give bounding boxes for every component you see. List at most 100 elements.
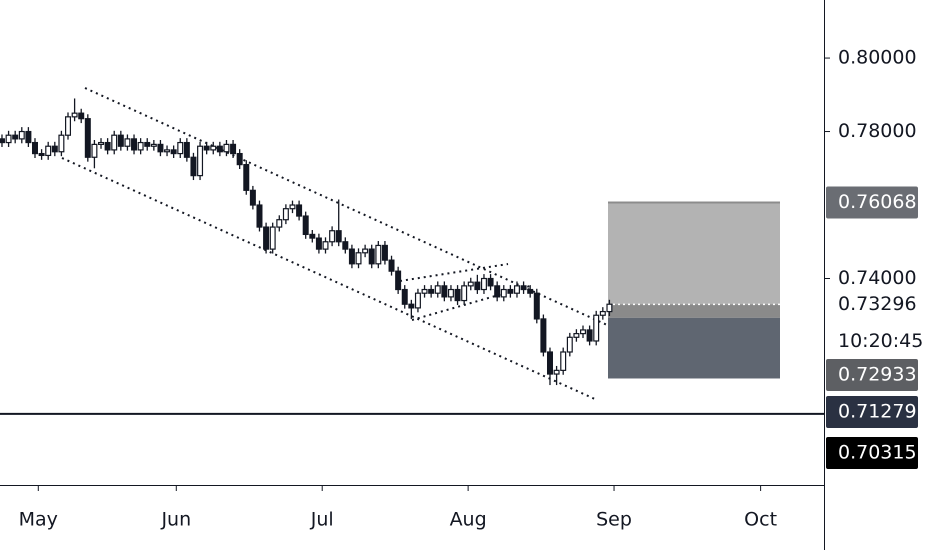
candle-body — [414, 292, 421, 309]
candle-body — [342, 241, 349, 250]
candle-body — [5, 134, 12, 144]
channel-upper — [84, 87, 628, 335]
candle-body — [533, 292, 540, 320]
entry-tag-bg — [826, 359, 918, 391]
candle-body — [197, 145, 204, 177]
candle-body — [368, 248, 375, 265]
candle-body — [513, 285, 520, 294]
candle-body — [586, 329, 593, 342]
level-tag-bg — [826, 437, 918, 469]
candle-body — [362, 248, 369, 254]
candle-body — [243, 164, 250, 191]
candle-body — [573, 333, 580, 338]
candle-body — [45, 145, 52, 157]
candle-body — [137, 141, 144, 151]
channel-lower — [61, 157, 598, 401]
candle-body — [0, 138, 5, 144]
stop-zone — [608, 317, 780, 379]
candle-body — [546, 351, 553, 375]
candle-body — [78, 112, 85, 120]
candle-body — [104, 141, 111, 151]
candle-body — [84, 118, 91, 158]
candle-body — [18, 130, 25, 140]
candle-body — [190, 156, 197, 177]
candle-body — [606, 303, 613, 313]
candle-body — [263, 226, 270, 250]
candle-body — [593, 314, 600, 342]
y-tick-label: 0.74000 — [838, 267, 917, 289]
candle-body — [560, 351, 567, 371]
open-pnl-zone — [608, 304, 780, 318]
current-price-label: 0.73296 — [838, 293, 917, 315]
candle-body — [131, 138, 138, 151]
candle-body — [249, 189, 256, 206]
candle-body — [408, 303, 415, 309]
candle-body — [12, 134, 19, 140]
target-tag-bg — [826, 186, 918, 219]
candle-body — [580, 329, 587, 335]
x-tick-label: Aug — [450, 509, 487, 531]
candle-body — [421, 288, 428, 294]
candle-body — [395, 270, 402, 291]
candle-body — [117, 134, 124, 147]
candle-body — [335, 230, 342, 243]
x-tick-label: Jun — [160, 509, 191, 531]
candle-body — [494, 285, 501, 298]
candle-body — [315, 237, 322, 250]
candle-body — [447, 288, 454, 298]
candle-body — [348, 248, 355, 265]
candle-body — [111, 134, 118, 151]
candle-body — [322, 241, 329, 250]
candle-body — [434, 285, 441, 294]
candle-body — [461, 285, 468, 302]
candle-body — [203, 145, 210, 151]
candle-body — [38, 152, 45, 157]
candle-body — [520, 285, 527, 291]
candle-body — [381, 244, 388, 261]
candle-body — [355, 252, 362, 265]
candle-body — [124, 138, 131, 147]
candle-body — [183, 141, 190, 158]
candle-body — [309, 233, 316, 239]
candle-body — [480, 277, 487, 291]
candle-body — [236, 152, 243, 166]
y-tick-label: 0.80000 — [838, 47, 917, 69]
candle-body — [170, 149, 177, 155]
candle-body — [527, 288, 534, 294]
candle-body — [177, 141, 184, 155]
stop-tag-bg — [826, 396, 918, 428]
stop-tag: 0.71279 — [838, 401, 917, 423]
candle-body — [441, 285, 448, 298]
candle-body — [71, 112, 78, 118]
candles — [0, 98, 613, 386]
candle-body — [282, 208, 289, 221]
candle-body — [329, 230, 336, 243]
candle-body — [157, 143, 164, 153]
countdown-label: 10:20:45 — [838, 330, 923, 352]
candle-body — [487, 277, 494, 287]
candle-body — [210, 145, 217, 151]
candle-body — [454, 288, 461, 302]
candle-body — [230, 143, 237, 155]
candle-body — [269, 226, 276, 250]
candle-body — [51, 145, 58, 153]
candle-body — [540, 318, 547, 353]
candle-body — [98, 141, 105, 145]
candle-body — [507, 288, 514, 294]
candle-body — [302, 215, 309, 236]
candle-body — [296, 204, 303, 217]
candle-body — [91, 143, 98, 158]
level-tag: 0.70315 — [838, 442, 917, 464]
candle-body — [144, 141, 151, 147]
x-tick-label: May — [19, 509, 58, 531]
candle-body — [599, 310, 606, 316]
candle-body — [58, 134, 65, 153]
candle-body — [31, 141, 38, 155]
x-tick-label: Oct — [744, 509, 777, 531]
target-zone — [608, 202, 780, 318]
candle-body — [216, 145, 223, 153]
y-tick-label: 0.78000 — [838, 120, 917, 142]
candle-body — [500, 288, 507, 298]
